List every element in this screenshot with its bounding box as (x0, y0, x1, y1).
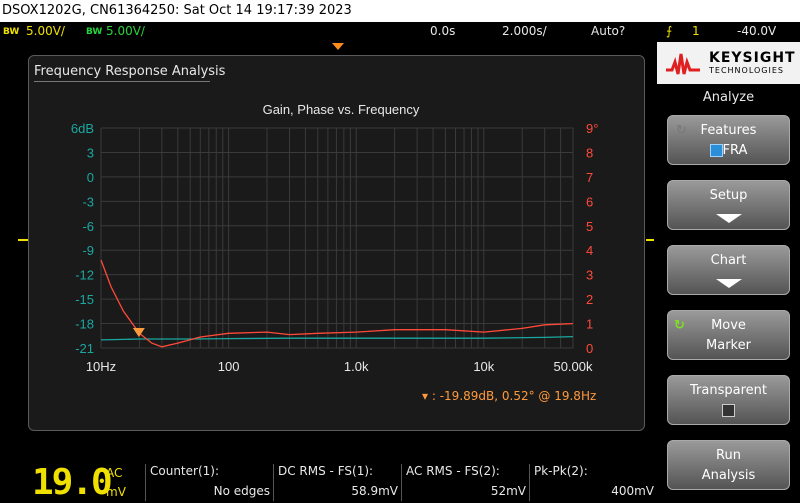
fra-chart[interactable]: Gain, Phase vs. Frequency 6dB 3 0 -3 -6 -9 -12… (29, 56, 646, 432)
run-analysis-line1: Run (716, 448, 741, 463)
y-left-tick-label: -9 (82, 243, 94, 258)
time-scale[interactable]: 2.000s/ (502, 24, 547, 38)
dc-rms-value: 58.9mV (351, 484, 398, 498)
dc-rms-label: DC RMS - FS(1): (278, 464, 374, 478)
x-tick-label: 10k (473, 359, 494, 374)
gain-series-line (100, 335, 574, 341)
y-right-tick-label: 9° (586, 121, 598, 136)
features-softkey[interactable]: ↻ Features FRA (667, 115, 790, 165)
fra-window: Frequency Response Analysis Gain, Phase … (28, 55, 645, 431)
chart-title: Gain, Phase vs. Frequency (263, 102, 420, 117)
fra-title-underline (34, 81, 210, 82)
run-analysis-line2: Analysis (701, 468, 756, 483)
trigger-channel[interactable]: 1 (692, 24, 700, 38)
move-marker-line2: Marker (706, 338, 751, 353)
trigger-mode[interactable]: Auto? (591, 24, 626, 38)
move-marker-softkey[interactable]: ↻ Move Marker (667, 310, 790, 360)
pk-pk-measurement[interactable]: Pk-Pk(2): 400mV (534, 464, 654, 498)
ch2-scale[interactable]: 5.00V/ (106, 24, 145, 38)
y-left-tick-label: 6dB (71, 121, 94, 136)
pk-pk-label: Pk-Pk(2): (534, 464, 588, 478)
ch1-scale[interactable]: 5.00V/ (26, 24, 65, 38)
brand-name: KEYSIGHT (709, 50, 796, 66)
keysight-logo: KEYSIGHT TECHNOLOGIES (657, 42, 800, 84)
phase-series-line (100, 259, 574, 348)
x-tick-label: 1.0k (344, 359, 369, 374)
knob-icon: ↻ (676, 123, 687, 138)
y-right-tick-label: 5 (586, 219, 593, 234)
waveform-decorations (18, 43, 654, 241)
counter-value: No edges (213, 484, 270, 498)
menu-title: Analyze (702, 90, 755, 105)
transparent-label: Transparent (690, 383, 767, 398)
y-right-tick-label: 6 (586, 194, 593, 209)
run-analysis-softkey[interactable]: Run Analysis (667, 440, 790, 490)
x-tick-label: 10Hz (86, 359, 116, 374)
meas-separator (145, 464, 146, 501)
y-right-tick-label: 1 (586, 317, 593, 332)
y-left-tick-label: -12 (75, 268, 94, 283)
setup-softkey[interactable]: Setup (667, 180, 790, 230)
chart-softkey[interactable]: Chart (667, 245, 790, 295)
marker-readout: ▾ : -19.89dB, 0.52° @ 19.8Hz (422, 389, 596, 403)
dvm-readout: 19.0 (32, 462, 113, 503)
counter-measurement[interactable]: Counter(1): No edges (150, 464, 270, 498)
transparent-checkbox[interactable] (722, 404, 735, 417)
chart-arrow-down-icon (715, 279, 742, 288)
brand-subtitle: TECHNOLOGIES (709, 66, 784, 75)
trigger-slope-icon: ⨍ (666, 24, 673, 38)
meas-separator (401, 464, 402, 501)
frequency-marker (132, 327, 145, 337)
marker-readout-text: : -19.89dB, 0.52° @ 19.8Hz (431, 389, 597, 403)
trigger-position-marker (332, 43, 344, 50)
setup-arrow-down-icon (715, 214, 742, 223)
chart-label: Chart (710, 253, 747, 268)
softkey-sidebar: KEYSIGHT TECHNOLOGIES Analyze ↻ Features … (657, 42, 800, 503)
measurement-bar: Counter(1): No edges DC RMS - FS(1): 58.… (0, 462, 657, 503)
title-bar: DSOX1202G, CN61364250: Sat Oct 14 19:17:… (0, 0, 800, 22)
dc-rms-measurement[interactable]: DC RMS - FS(1): 58.9mV (278, 464, 398, 498)
time-offset[interactable]: 0.0s (430, 24, 456, 38)
counter-label: Counter(1): (150, 464, 219, 478)
y-right-tick-label: 0 (586, 341, 593, 356)
y-left-tick-label: 0 (87, 170, 94, 185)
y-right-tick-label: 4 (586, 243, 593, 258)
y-left-tick-label: -18 (75, 317, 94, 332)
fra-checkbox[interactable] (709, 144, 723, 157)
status-bar: BW 5.00V/ BW 5.00V/ 0.0s 2.000s/ Auto? ⨍… (0, 22, 800, 42)
dvm-mode: AC (106, 466, 123, 480)
y-right-tick-label: 2 (586, 292, 593, 307)
fra-window-title: Frequency Response Analysis (34, 64, 226, 79)
setup-label: Setup (709, 188, 748, 203)
dvm-unit: mV (106, 485, 126, 499)
y-left-tick-label: -15 (75, 292, 94, 307)
features-value: FRA (722, 143, 748, 158)
y-left-tick-label: 3 (87, 145, 94, 160)
pk-pk-value: 400mV (611, 484, 654, 498)
features-label: Features (700, 123, 757, 138)
transparent-softkey[interactable]: Transparent (667, 375, 790, 425)
meas-separator (529, 464, 530, 501)
knob-active-icon: ↻ (674, 318, 685, 333)
y-left-tick-label: -6 (82, 219, 94, 234)
marker-readout-icon: ▾ (422, 389, 429, 403)
move-marker-line1: Move (711, 318, 746, 333)
ac-rms-label: AC RMS - FS(2): (406, 464, 500, 478)
meas-separator (273, 464, 274, 501)
y-right-tick-label: 8 (586, 145, 593, 160)
y-right-tick-label: 3 (586, 268, 593, 283)
ac-rms-value: 52mV (490, 484, 526, 498)
x-tick-label: 50.00k (553, 359, 593, 374)
trigger-level[interactable]: -40.0V (737, 24, 777, 38)
y-left-tick-label: -3 (82, 194, 94, 209)
y-left-tick-label: -21 (75, 341, 94, 356)
ch1-bw-indicator: BW (3, 27, 20, 37)
ac-rms-measurement[interactable]: AC RMS - FS(2): 52mV (406, 464, 526, 498)
ch2-bw-indicator: BW (86, 27, 103, 37)
keysight-wave-icon (666, 53, 700, 75)
y-right-tick-label: 7 (586, 170, 593, 185)
x-tick-label: 100 (218, 359, 240, 374)
